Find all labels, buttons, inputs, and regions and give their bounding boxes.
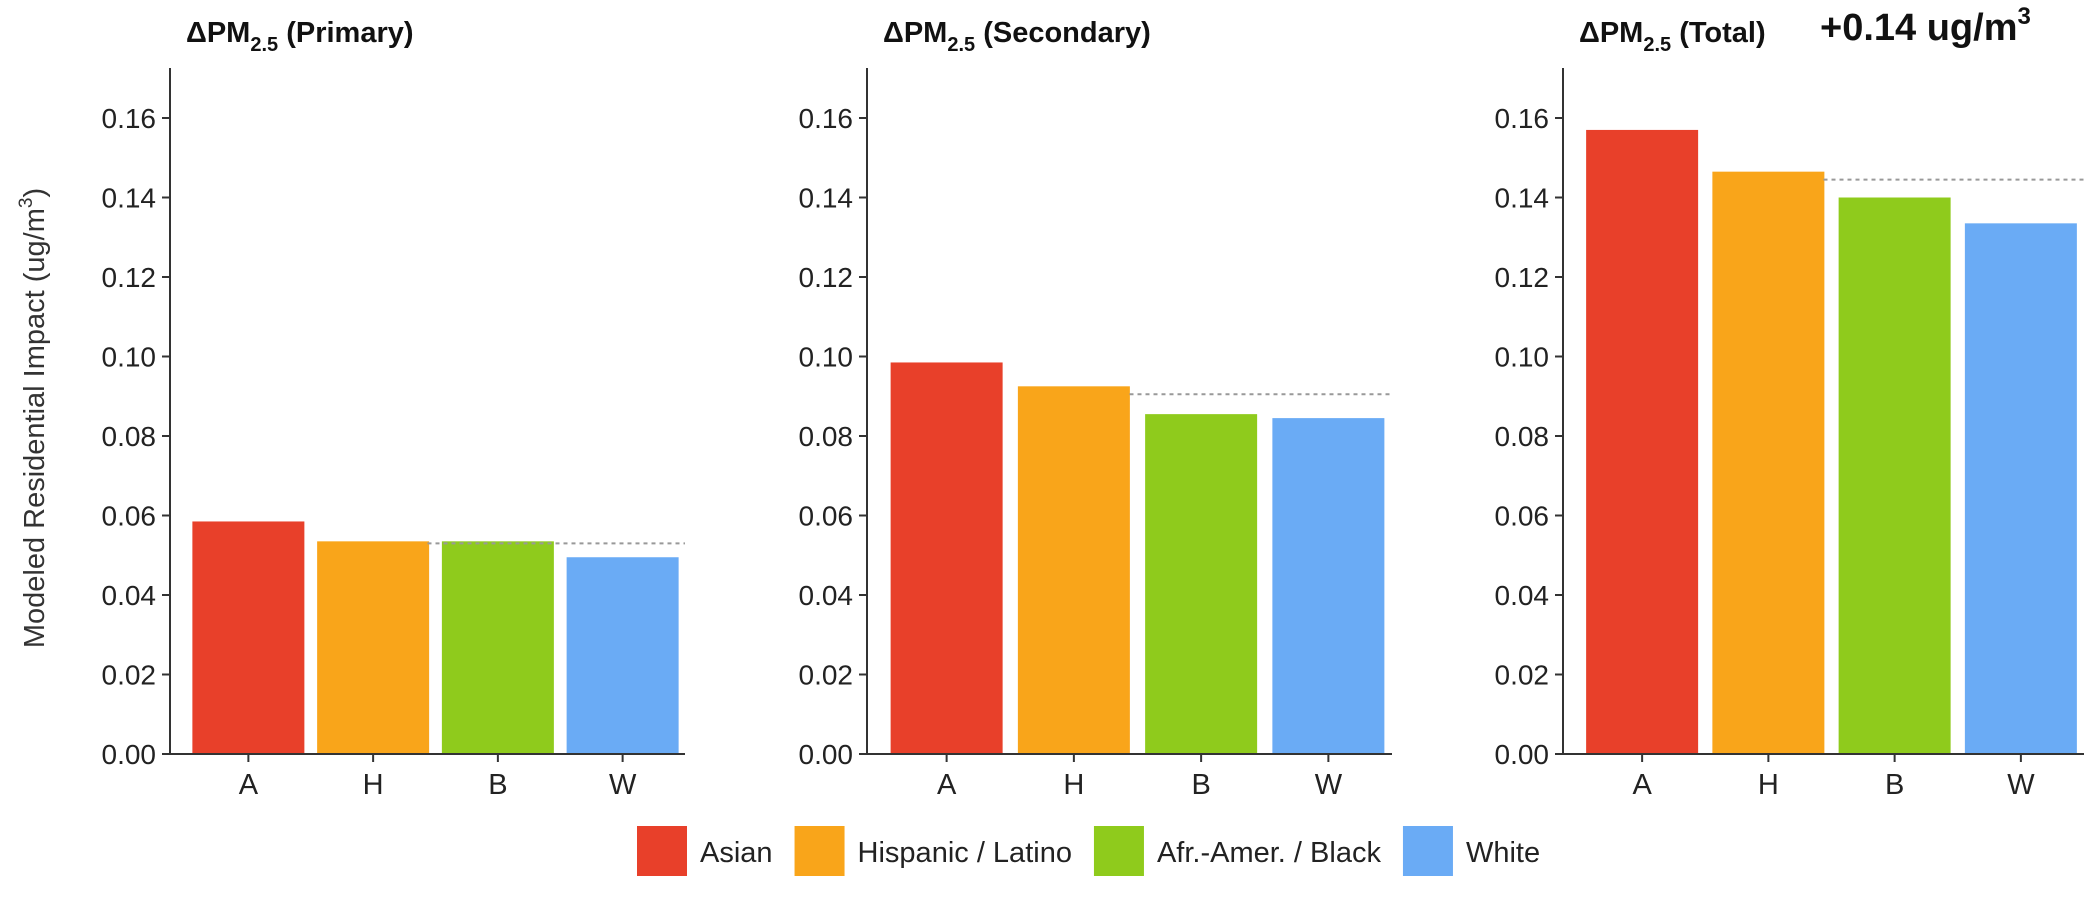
- legend: Asian Hispanic / Latino Afr.-Amer. / Black…: [637, 826, 1540, 876]
- panel-title-subscript: 2.5: [250, 34, 278, 56]
- bar-H: [1017, 386, 1130, 754]
- y-tick-label: 0.14: [102, 183, 157, 214]
- x-tick-label: H: [1063, 769, 1084, 801]
- x-tick-label: A: [239, 769, 259, 801]
- y-tick-label: 0.02: [102, 660, 157, 691]
- y-tick-label: 0.00: [799, 739, 854, 770]
- legend-label: Hispanic / Latino: [858, 837, 1072, 869]
- total-annotation: +0.14 ug/m3: [1820, 3, 2031, 49]
- legend-label: Asian: [700, 837, 773, 869]
- y-axis-label-end: ): [19, 188, 51, 198]
- panel-title: ΔPM2.5 (Primary): [186, 17, 414, 56]
- y-tick-label: 0.16: [1495, 103, 1550, 134]
- legend-item-W: White: [1402, 826, 1540, 876]
- bar-A: [192, 521, 305, 754]
- y-tick-label: 0.08: [102, 421, 157, 452]
- bar-B: [441, 541, 554, 754]
- legend-item-H: Hispanic / Latino: [794, 826, 1072, 876]
- bar-B: [1838, 197, 1951, 754]
- bar-W: [1272, 418, 1385, 754]
- y-tick-label: 0.12: [799, 262, 854, 293]
- legend-item-B: Afr.-Amer. / Black: [1093, 826, 1381, 876]
- panel-2: ΔPM2.5 (Secondary) 0.00 0.02 0.04 0.06 0.08 0.…: [799, 17, 1392, 801]
- y-tick-label: 0.16: [102, 103, 157, 134]
- x-tick-label: B: [1885, 769, 1904, 801]
- y-tick-label: 0.00: [1495, 739, 1550, 770]
- bar-B: [1145, 414, 1258, 754]
- x-tick-label: A: [1632, 769, 1652, 801]
- x-tick-label: A: [937, 769, 957, 801]
- bar-H: [317, 541, 430, 754]
- bar-W: [1964, 223, 2077, 754]
- y-tick-label: 0.10: [799, 342, 854, 373]
- panel-title-prefix: ΔPM: [1579, 17, 1643, 49]
- y-tick-label: 0.06: [1495, 501, 1550, 532]
- legend-item-A: Asian: [637, 826, 773, 876]
- x-tick-label: B: [1191, 769, 1210, 801]
- y-tick-label: 0.04: [799, 580, 854, 611]
- legend-label: White: [1466, 837, 1540, 869]
- y-tick-label: 0.06: [102, 501, 157, 532]
- y-tick-label: 0.12: [1495, 262, 1550, 293]
- total-annotation-text: +0.14 ug/m: [1820, 7, 2017, 49]
- y-tick-label: 0.08: [1495, 421, 1550, 452]
- y-tick-label: 0.10: [1495, 342, 1550, 373]
- x-tick-label: W: [1315, 769, 1343, 801]
- y-axis-label-main: Modeled Residential Impact (ug/m: [19, 208, 51, 648]
- bar-W: [566, 557, 679, 754]
- legend-swatch: [794, 826, 845, 876]
- y-tick-label: 0.12: [102, 262, 157, 293]
- panel-title-suffix: (Secondary): [975, 17, 1151, 49]
- x-tick-label: B: [488, 769, 507, 801]
- y-tick-label: 0.06: [799, 501, 854, 532]
- y-tick-label: 0.16: [799, 103, 854, 134]
- panel-3: ΔPM2.5 (Total) 0.00 0.02 0.04 0.06 0.08 0.10 0.…: [1495, 17, 2084, 801]
- panel-title-suffix: (Primary): [278, 17, 413, 49]
- panel-title-subscript: 2.5: [1643, 34, 1671, 56]
- y-tick-label: 0.00: [102, 739, 157, 770]
- legend-label: Afr.-Amer. / Black: [1157, 837, 1381, 869]
- y-tick-label: 0.14: [799, 183, 854, 214]
- x-tick-label: H: [1758, 769, 1779, 801]
- x-tick-label: W: [2007, 769, 2035, 801]
- panel-title-subscript: 2.5: [947, 34, 975, 56]
- bar-A: [890, 362, 1003, 754]
- y-tick-label: 0.04: [102, 580, 157, 611]
- legend-swatch: [1402, 826, 1453, 876]
- y-axis-label: Modeled Residential Impact (ug/m3): [16, 188, 51, 648]
- y-tick-label: 0.14: [1495, 183, 1550, 214]
- y-tick-label: 0.08: [799, 421, 854, 452]
- panel-title-prefix: ΔPM: [186, 17, 250, 49]
- panel-title: ΔPM2.5 (Secondary): [883, 17, 1151, 56]
- x-tick-label: H: [363, 769, 384, 801]
- bar-A: [1586, 129, 1699, 755]
- panel-title-suffix: (Total): [1671, 17, 1766, 49]
- y-tick-label: 0.04: [1495, 580, 1550, 611]
- legend-swatch: [637, 826, 687, 876]
- y-tick-label: 0.02: [799, 660, 854, 691]
- total-annotation-sup: 3: [2017, 3, 2030, 30]
- y-axis-label-sup: 3: [16, 198, 37, 209]
- panel-1: ΔPM2.5 (Primary) 0.00 0.02 0.04 0.06 0.08 0.10…: [102, 17, 685, 801]
- y-tick-label: 0.10: [102, 342, 157, 373]
- chart-panels: ΔPM2.5 (Primary)0.000.020.040.060.080.10…: [102, 17, 2084, 801]
- legend-swatch: [1093, 826, 1144, 876]
- panel-title-prefix: ΔPM: [883, 17, 947, 49]
- y-tick-label: 0.02: [1495, 660, 1550, 691]
- x-tick-label: W: [609, 769, 637, 801]
- panel-title: ΔPM2.5 (Total): [1579, 17, 1766, 56]
- bar-H: [1712, 171, 1825, 755]
